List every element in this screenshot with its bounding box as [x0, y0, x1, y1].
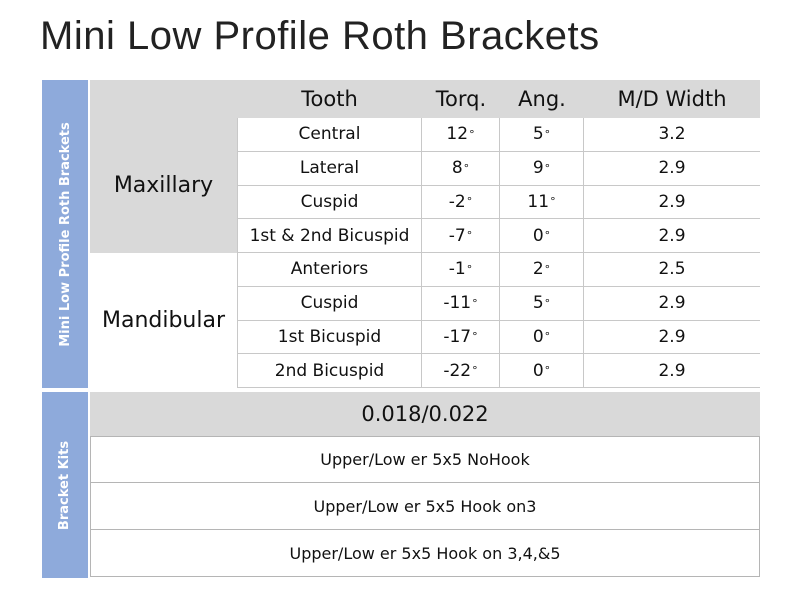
- cell-torque-value: -1: [448, 259, 466, 280]
- brackets-sidebar: Mini Low Profile Roth Brackets: [42, 80, 88, 388]
- cell-width-value: 2.9: [658, 293, 686, 314]
- degree-symbol: °: [544, 364, 551, 378]
- cell-width: 2.9: [584, 152, 760, 186]
- degree-symbol: °: [544, 262, 551, 276]
- cell-angulation: 5 °: [500, 118, 584, 152]
- cell-torque: 12 °: [422, 118, 500, 152]
- cell-torque-value: -17: [443, 326, 472, 347]
- cell-angulation: 0 °: [500, 320, 584, 355]
- cell-tooth-value: Cuspid: [300, 191, 359, 212]
- cell-tooth-value: 2nd Bicuspid: [274, 360, 385, 381]
- cell-torque: 8 °: [422, 151, 500, 186]
- cell-torque: -2 °: [422, 185, 500, 220]
- header-width: M/D Width: [584, 80, 760, 118]
- cell-width-value: 2.9: [658, 326, 686, 347]
- degree-symbol: °: [466, 229, 473, 243]
- cell-width: 2.5: [584, 253, 760, 287]
- cell-angulation-value: 0: [532, 360, 544, 381]
- brackets-sidebar-label: Mini Low Profile Roth Brackets: [57, 121, 73, 347]
- cell-angulation-value: 11: [527, 191, 550, 212]
- cell-torque-value: -2: [448, 191, 466, 212]
- cell-angulation: 0 °: [500, 219, 584, 253]
- cell-torque-value: -7: [448, 225, 466, 246]
- cell-width: 2.9: [584, 219, 760, 253]
- degree-symbol: °: [466, 262, 473, 276]
- degree-symbol: °: [463, 161, 470, 175]
- cell-angulation-value: 5: [532, 124, 544, 145]
- kit-row: Upper/Low er 5x5 Hook on3: [90, 483, 760, 530]
- cell-tooth-value: Central: [298, 124, 361, 145]
- cell-torque-value: -11: [443, 293, 472, 314]
- header-torque: Torq.: [422, 80, 500, 118]
- cell-angulation-value: 5: [532, 293, 544, 314]
- cell-width-value: 2.9: [658, 360, 686, 381]
- cell-tooth: Cuspid: [237, 286, 422, 321]
- group-maxillary: Maxillary: [90, 118, 237, 253]
- cell-tooth-value: Anteriors: [290, 259, 369, 280]
- cell-angulation-value: 2: [532, 259, 544, 280]
- cell-torque-value: 12: [446, 124, 469, 145]
- degree-symbol: °: [472, 296, 478, 310]
- cell-tooth: 1st Bicuspid: [237, 320, 422, 355]
- cell-width: 2.9: [584, 321, 760, 355]
- degree-symbol: °: [544, 161, 551, 175]
- degree-symbol: °: [469, 127, 475, 141]
- header-tooth: Tooth: [237, 80, 422, 118]
- cell-tooth-value: Cuspid: [300, 293, 359, 314]
- cell-angulation-value: 0: [532, 326, 544, 347]
- cell-tooth-value: Lateral: [299, 158, 360, 179]
- cell-angulation: 0 °: [500, 354, 584, 388]
- cell-tooth: Central: [237, 118, 422, 152]
- kit-row: Upper/Low er 5x5 NoHook: [90, 436, 760, 483]
- cell-width: 2.9: [584, 354, 760, 388]
- bracket-table: Tooth Torq. Ang. M/D Width Maxillary Man…: [90, 80, 760, 388]
- cell-tooth: 1st & 2nd Bicuspid: [237, 219, 422, 253]
- degree-symbol: °: [544, 296, 551, 310]
- cell-width-value: 3.2: [658, 124, 686, 145]
- cell-width-value: 2.9: [658, 225, 686, 246]
- degree-symbol: °: [544, 330, 551, 344]
- degree-symbol: °: [550, 195, 556, 209]
- cell-width: 3.2: [584, 118, 760, 152]
- cell-width-value: 2.5: [658, 259, 686, 280]
- cell-torque: -1 °: [422, 253, 500, 287]
- cell-width-value: 2.9: [658, 191, 686, 212]
- cell-tooth: 2nd Bicuspid: [237, 354, 422, 388]
- header-corner: [90, 80, 237, 118]
- cell-torque: -11 °: [422, 286, 500, 321]
- cell-angulation-value: 0: [532, 225, 544, 246]
- cell-tooth: Cuspid: [237, 185, 422, 220]
- cell-angulation: 2 °: [500, 253, 584, 287]
- cell-tooth-value: 1st Bicuspid: [277, 326, 382, 347]
- kit-row: Upper/Low er 5x5 Hook on 3,4,&5: [90, 530, 760, 577]
- cell-width: 2.9: [584, 287, 760, 321]
- cell-tooth-value: 1st & 2nd Bicuspid: [249, 225, 410, 246]
- degree-symbol: °: [466, 195, 473, 209]
- cell-torque-value: 8: [451, 158, 463, 179]
- page-title: Mini Low Profile Roth Brackets: [40, 14, 600, 58]
- degree-symbol: °: [544, 229, 551, 243]
- cell-tooth: Anteriors: [237, 253, 422, 287]
- cell-angulation: 5 °: [500, 286, 584, 321]
- degree-symbol: °: [472, 330, 478, 344]
- cell-torque: -17 °: [422, 320, 500, 355]
- kits-sidebar-label: Bracket Kits: [57, 440, 73, 530]
- group-mandibular: Mandibular: [90, 253, 237, 388]
- cell-angulation: 11 °: [500, 185, 584, 220]
- slot-size-banner: 0.018/0.022: [90, 392, 760, 437]
- cell-angulation: 9 °: [500, 151, 584, 186]
- cell-torque-value: -22: [443, 360, 472, 381]
- degree-symbol: °: [544, 127, 551, 141]
- kits-sidebar: Bracket Kits: [42, 392, 88, 578]
- cell-width-value: 2.9: [658, 158, 686, 179]
- cell-width: 2.9: [584, 186, 760, 220]
- cell-angulation-value: 9: [532, 158, 544, 179]
- header-angulation: Ang.: [500, 80, 584, 118]
- degree-symbol: °: [472, 364, 478, 378]
- cell-tooth: Lateral: [237, 151, 422, 186]
- cell-torque: -7 °: [422, 219, 500, 253]
- cell-torque: -22 °: [422, 354, 500, 388]
